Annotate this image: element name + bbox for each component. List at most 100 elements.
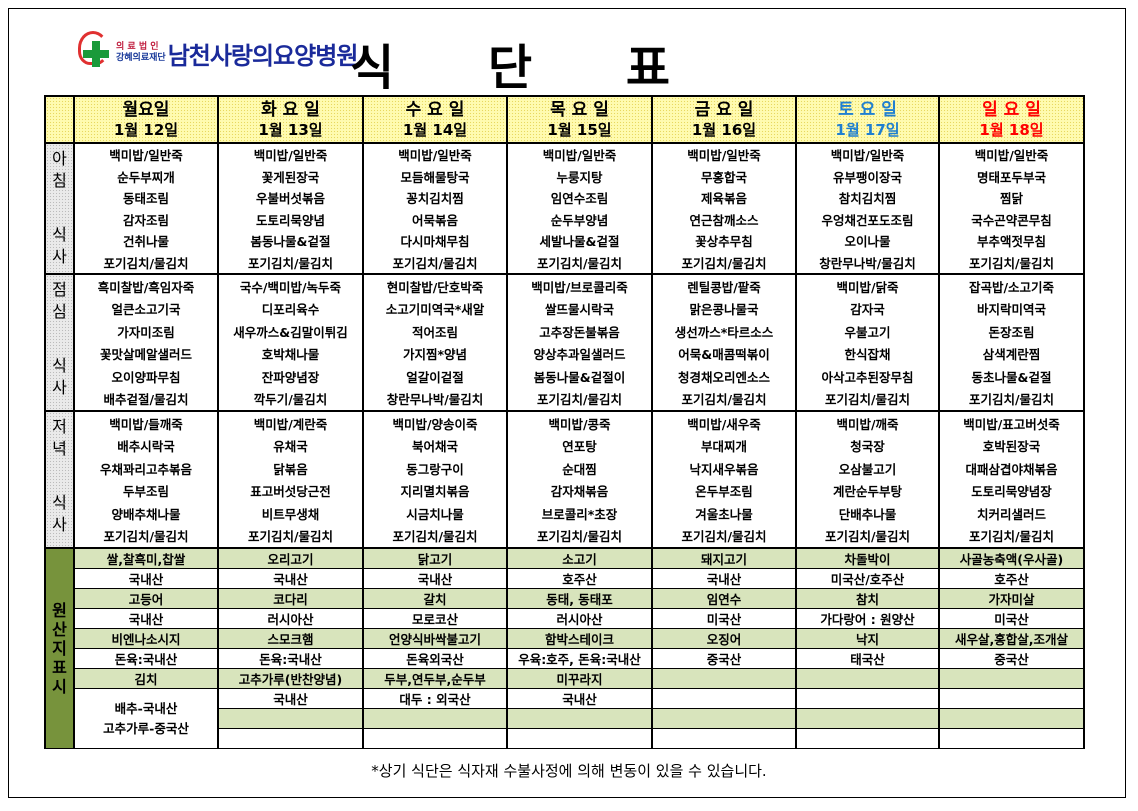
meal-row: 배추시락국 유채국 북어채국 연포탕 부대찌개 청국장 호박된장국 bbox=[45, 434, 1085, 457]
menu-item: 백미밥/일반죽 bbox=[506, 142, 653, 166]
day-date: 1월 18일 bbox=[979, 120, 1044, 139]
menu-item: 순두부찌개 bbox=[73, 165, 219, 187]
menu-item: 세발나물&겉절 bbox=[506, 230, 653, 252]
meal-label-top: 저녁 bbox=[52, 417, 67, 458]
kimchi-origin: 배추-국내산 고추가루-중국산 bbox=[73, 688, 219, 749]
menu-item: 아삭고추된장무침 bbox=[795, 365, 940, 388]
menu-item: 창란무나박/물김치 bbox=[362, 387, 508, 412]
origin-food: 동태, 동태포 bbox=[506, 588, 653, 609]
origin-food: 비엔나소시지 bbox=[73, 628, 219, 649]
menu-item: 생선까스*타르소스 bbox=[651, 320, 797, 343]
menu-item: 얼큰소고기국 bbox=[73, 297, 219, 320]
day-header: 수 요 일 1월 14일 bbox=[362, 95, 508, 144]
origin-item-row: 비엔나소시지 스모크햄 언양식바싹불고기 함박스테이크 오징어 낙지 새우살,홍합살,조개살 bbox=[45, 628, 1085, 649]
menu-item: 가자미조림 bbox=[73, 320, 219, 343]
origin-country: 돈육:국내산 bbox=[73, 648, 219, 669]
menu-item: 꽃상추무침 bbox=[651, 230, 797, 252]
menu-item: 백미밥/일반죽 bbox=[217, 142, 364, 166]
menu-item: 잡곡밥/소고기죽 bbox=[938, 273, 1085, 298]
menu-item: 호박된장국 bbox=[938, 434, 1085, 457]
meal-row: 동태조림 우불버섯볶음 꽁치김치찜 임연수조림 제육볶음 참치김치찜 찜닭 bbox=[45, 187, 1085, 209]
origin-food: 새우살,홍합살,조개살 bbox=[938, 628, 1085, 649]
meal-label-bottom: 식사 bbox=[52, 493, 67, 534]
menu-item: 브로콜리*초장 bbox=[506, 502, 653, 525]
origin-country-row: 배추-국내산 고추가루-중국산 국내산 대두 : 외국산 국내산 bbox=[45, 688, 1085, 749]
menu-item: 어묵&매콤떡볶이 bbox=[651, 342, 797, 365]
origin-country: 국내산 bbox=[217, 688, 364, 709]
page-title: 식 단 표 bbox=[350, 28, 670, 98]
menu-item: 치커리샐러드 bbox=[938, 502, 1085, 525]
origin-country: 국내산 bbox=[73, 608, 219, 629]
menu-item: 꽁치김치찜 bbox=[362, 187, 508, 209]
day-header: 금 요 일 1월 16일 bbox=[651, 95, 797, 144]
menu-item: 백미밥/일반죽 bbox=[938, 142, 1085, 166]
origin-country-row: 돈육:국내산 돈육:국내산 돈육외국산 우육:호주, 돈육:국내산 중국산 태국산 중국산 bbox=[45, 648, 1085, 669]
meal-row: 포기김치/물김치 포기김치/물김치 포기김치/물김치 포기김치/물김치 포기김치/물김치… bbox=[45, 251, 1085, 275]
meal-row: 저녁 식사 백미밥/들깨죽 백미밥/계란죽 백미밥/양송이죽 백미밥/콩죽 백미밥/새우죽 백… bbox=[44, 410, 1085, 549]
menu-item: 포기김치/물김치 bbox=[73, 251, 219, 275]
menu-item: 낙지새우볶음 bbox=[651, 457, 797, 480]
logo-line1: 의 료 법 인 bbox=[116, 42, 159, 52]
origin-food bbox=[938, 668, 1085, 689]
menu-item: 백미밥/표고버섯죽 bbox=[938, 410, 1085, 435]
meal-row: 꽃맛살메알샐러드 호박채나물 가지찜*양념 양상추과일샐러드 어묵&매콤떡볶이 한식잡채 삼… bbox=[45, 342, 1085, 365]
day-name: 수 요 일 bbox=[405, 99, 465, 120]
meal-label-top: 아침 bbox=[52, 149, 67, 190]
origin-country bbox=[795, 688, 940, 709]
origin-country-row bbox=[45, 728, 1085, 749]
origin-food bbox=[362, 708, 508, 729]
day-date: 1월 16일 bbox=[691, 120, 757, 139]
menu-item: 닭볶음 bbox=[217, 457, 364, 480]
origin-food: 스모크햄 bbox=[217, 628, 364, 649]
menu-item: 백미밥/일반죽 bbox=[73, 142, 219, 166]
origin-item-row: 원산지표시 쌀,찰흑미,찹쌀 오리고기 닭고기 소고기 돼지고기 차돌박이 사골농축액(우사골… bbox=[44, 547, 1085, 749]
day-name: 월요일 bbox=[122, 99, 170, 120]
origin-food: 낙지 bbox=[795, 628, 940, 649]
menu-item: 다시마채무침 bbox=[362, 230, 508, 252]
menu-item: 디포리육수 bbox=[217, 297, 364, 320]
menu-item: 포기김치/물김치 bbox=[217, 251, 364, 275]
menu-item: 어묵볶음 bbox=[362, 208, 508, 230]
origin-country: 돈육외국산 bbox=[362, 648, 508, 669]
origin-food: 임연수 bbox=[651, 588, 797, 609]
day-header: 월요일 1월 12일 bbox=[73, 95, 219, 144]
menu-item: 백미밥/양송이죽 bbox=[362, 410, 508, 435]
menu-item: 연근참깨소스 bbox=[651, 208, 797, 230]
menu-item: 순대찜 bbox=[506, 457, 653, 480]
origin-food: 소고기 bbox=[506, 547, 653, 569]
origin-food bbox=[217, 708, 364, 729]
kimchi-origin-line: 배추-국내산 bbox=[114, 700, 178, 716]
meal-row: 가자미조림 새우까스&김말이튀김 적어조림 고추장돈불볶음 생선까스*타르소스 우불고기 돈… bbox=[45, 320, 1085, 343]
menu-table: 월요일 1월 12일 화 요 일 1월 13일 수 요 일 1월 14일 목 요 일 1월 1… bbox=[44, 95, 1085, 749]
menu-item: 백미밥/일반죽 bbox=[362, 142, 508, 166]
origin-label: 원산지표시 bbox=[44, 547, 75, 749]
menu-item: 얼갈이겉절 bbox=[362, 365, 508, 388]
origin-country bbox=[217, 728, 364, 749]
menu-item: 유채국 bbox=[217, 434, 364, 457]
menu-item: 백미밥/브로콜리죽 bbox=[506, 273, 653, 298]
hospital-logo: 의 료 법 인 강혜의료재단 남천사랑의요양병원 bbox=[78, 28, 359, 78]
menu-item: 시금치나물 bbox=[362, 502, 508, 525]
meal-row: 얼큰소고기국 디포리육수 소고기미역국*새알 쌀뜨물시락국 맑은콩나물국 감자국 바지락미역… bbox=[45, 297, 1085, 320]
origin-food: 사골농축액(우사골) bbox=[938, 547, 1085, 569]
menu-item: 백미밥/깨죽 bbox=[795, 410, 940, 435]
menu-item: 포기김치/물김치 bbox=[938, 387, 1085, 412]
menu-item: 포기김치/물김치 bbox=[651, 251, 797, 275]
menu-item: 감자채볶음 bbox=[506, 479, 653, 502]
origin-food bbox=[651, 668, 797, 689]
menu-item: 한식잡채 bbox=[795, 342, 940, 365]
menu-item: 임연수조림 bbox=[506, 187, 653, 209]
origin-food bbox=[938, 708, 1085, 729]
origin-country bbox=[938, 688, 1085, 709]
menu-item: 청국장 bbox=[795, 434, 940, 457]
menu-item: 건취나물 bbox=[73, 230, 219, 252]
origin-country: 중국산 bbox=[938, 648, 1085, 669]
heart-cross-icon bbox=[78, 31, 114, 75]
origin-food: 갈치 bbox=[362, 588, 508, 609]
hospital-name: 남천사랑의요양병원 bbox=[167, 41, 359, 70]
origin-country: 러시아산 bbox=[217, 608, 364, 629]
menu-item: 양배추채나물 bbox=[73, 502, 219, 525]
meal-label: 점심 식사 bbox=[44, 273, 75, 412]
origin-item-row bbox=[45, 708, 1085, 729]
